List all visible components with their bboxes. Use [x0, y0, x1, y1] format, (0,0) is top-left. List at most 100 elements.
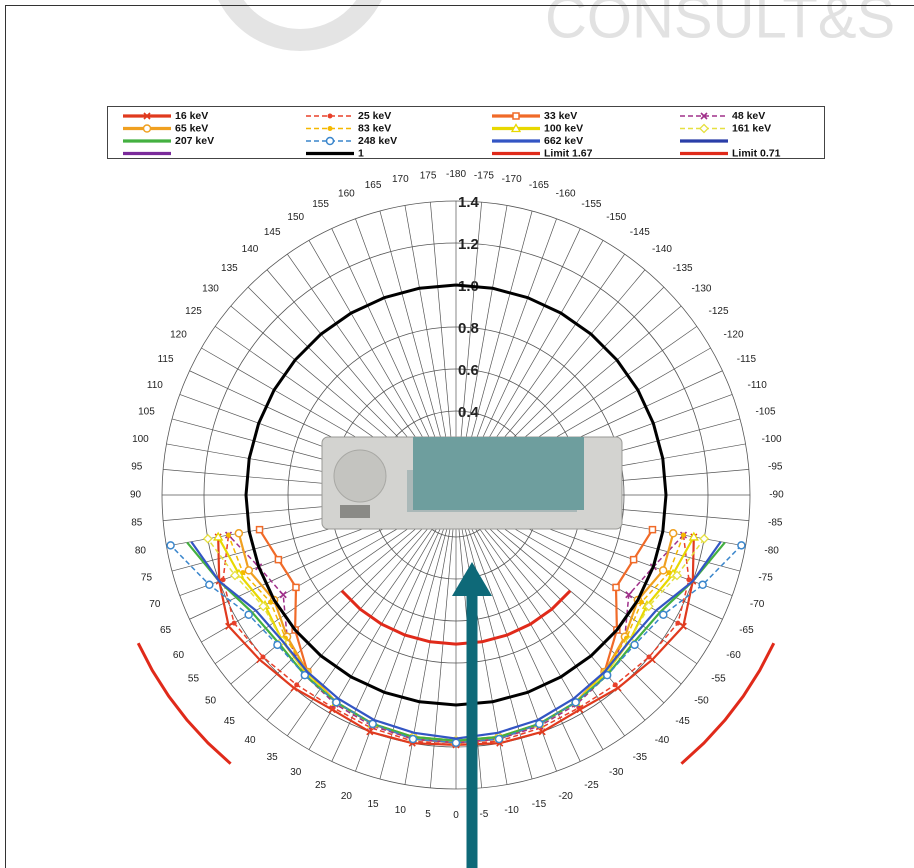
theta-tick-label: 25: [315, 780, 327, 791]
series-line: [244, 283, 668, 707]
theta-tick-label: -85: [768, 518, 783, 529]
marker: [686, 577, 692, 583]
series: [340, 589, 572, 646]
theta-tick-label: 125: [185, 306, 202, 317]
theta-tick-label: -110: [747, 380, 767, 391]
theta-tick-label: 105: [138, 407, 155, 418]
spoke: [455, 494, 646, 721]
legend-marker: [700, 112, 708, 120]
legend-marker: [512, 112, 520, 120]
theta-tick-label: 130: [202, 284, 219, 295]
theta-tick-label: 160: [338, 189, 355, 200]
marker: [260, 654, 266, 660]
spoke: [455, 494, 581, 762]
marker: [202, 533, 213, 544]
marker: [267, 599, 273, 605]
series-line: [190, 541, 722, 740]
theta-tick-label: -180: [446, 169, 466, 180]
frame: [5, 5, 914, 868]
marker: [205, 580, 214, 590]
legend-label: 1: [358, 147, 364, 159]
marker: [629, 555, 638, 564]
legend-label: Limit 1.67: [544, 147, 593, 159]
marker: [166, 541, 175, 550]
marker: [688, 531, 699, 541]
r-tick-label: 1.2: [458, 236, 479, 253]
series: [244, 283, 668, 707]
marker: [675, 620, 681, 626]
marker: [494, 734, 504, 744]
theta-tick-label: -25: [584, 780, 599, 791]
marker: [244, 566, 254, 575]
marker: [639, 599, 645, 605]
theta-tick-label: -15: [532, 799, 547, 810]
theta-tick-label: 115: [158, 354, 174, 365]
theta-tick-label: 170: [392, 174, 409, 185]
legend-label: 83 keV: [358, 122, 391, 134]
theta-tick-label: -115: [737, 354, 757, 365]
theta-tick-label: 165: [365, 180, 382, 191]
theta-tick-label: -100: [762, 434, 782, 445]
theta-tick-label: 5: [425, 809, 431, 820]
theta-tick-label: -50: [694, 696, 709, 707]
legend-label: 248 keV: [358, 135, 397, 147]
legend-marker: [143, 112, 151, 120]
r-tick-label: 1.4: [458, 194, 480, 211]
watermark-logo: [218, 0, 382, 51]
marker: [279, 591, 287, 599]
theta-tick-label: 150: [287, 212, 304, 223]
marker: [230, 570, 240, 581]
marker: [698, 580, 707, 590]
marker: [602, 670, 612, 680]
series: [136, 642, 776, 765]
marker: [658, 566, 668, 575]
marker: [571, 698, 580, 707]
overlay: [321, 436, 623, 868]
marker: [226, 532, 232, 538]
theta-tick-label: 55: [188, 673, 200, 684]
theta-tick-label: 90: [130, 490, 142, 501]
legend-label: 662 keV: [544, 135, 583, 147]
legend-label: 65 keV: [175, 122, 208, 134]
theta-tick-label: 45: [224, 716, 236, 727]
theta-tick-label: -145: [630, 227, 650, 238]
marker: [648, 525, 657, 534]
theta-tick-label: 85: [131, 518, 143, 529]
marker: [451, 738, 461, 748]
marker: [300, 670, 310, 680]
legend-marker: [699, 123, 709, 134]
theta-tick-label: -130: [691, 284, 711, 295]
theta-tick-label: 155: [312, 199, 329, 210]
theta-tick-label: -40: [655, 735, 670, 746]
theta-tick-label: 140: [242, 244, 259, 255]
legend-marker: [327, 126, 333, 131]
theta-tick-label: 120: [170, 329, 187, 340]
marker: [231, 620, 237, 626]
theta-tick-label: -155: [581, 199, 601, 210]
theta-tick-label: 145: [264, 227, 281, 238]
marker: [274, 555, 283, 564]
legend-marker: [510, 123, 522, 133]
theta-tick-label: 30: [290, 767, 302, 778]
theta-tick-label: 65: [160, 625, 172, 636]
marker: [625, 591, 633, 599]
legend: 16 keV 25 keV 33 keV 48 keV 65 keV 83 keV 100 …: [123, 110, 781, 159]
theta-tick-label: -80: [764, 545, 779, 556]
marker: [408, 734, 418, 744]
series: [190, 541, 722, 740]
marker: [699, 533, 710, 544]
theta-tick-label: -120: [724, 329, 744, 340]
marker: [225, 622, 233, 630]
legend-label: 100 keV: [544, 122, 583, 134]
theta-tick-label: 135: [221, 263, 238, 274]
theta-tick-label: 0: [453, 810, 459, 821]
r-tick-label: 0.6: [458, 362, 479, 379]
watermark: CONSULT&S: [545, 0, 895, 50]
spoke: [331, 494, 457, 762]
marker: [630, 640, 639, 650]
theta-tick-label: 50: [205, 696, 217, 707]
theta-tick-label: 15: [367, 799, 379, 810]
theta-tick-label: 75: [141, 573, 153, 584]
theta-tick-label: 10: [395, 805, 407, 816]
theta-tick-label: 20: [341, 791, 353, 802]
